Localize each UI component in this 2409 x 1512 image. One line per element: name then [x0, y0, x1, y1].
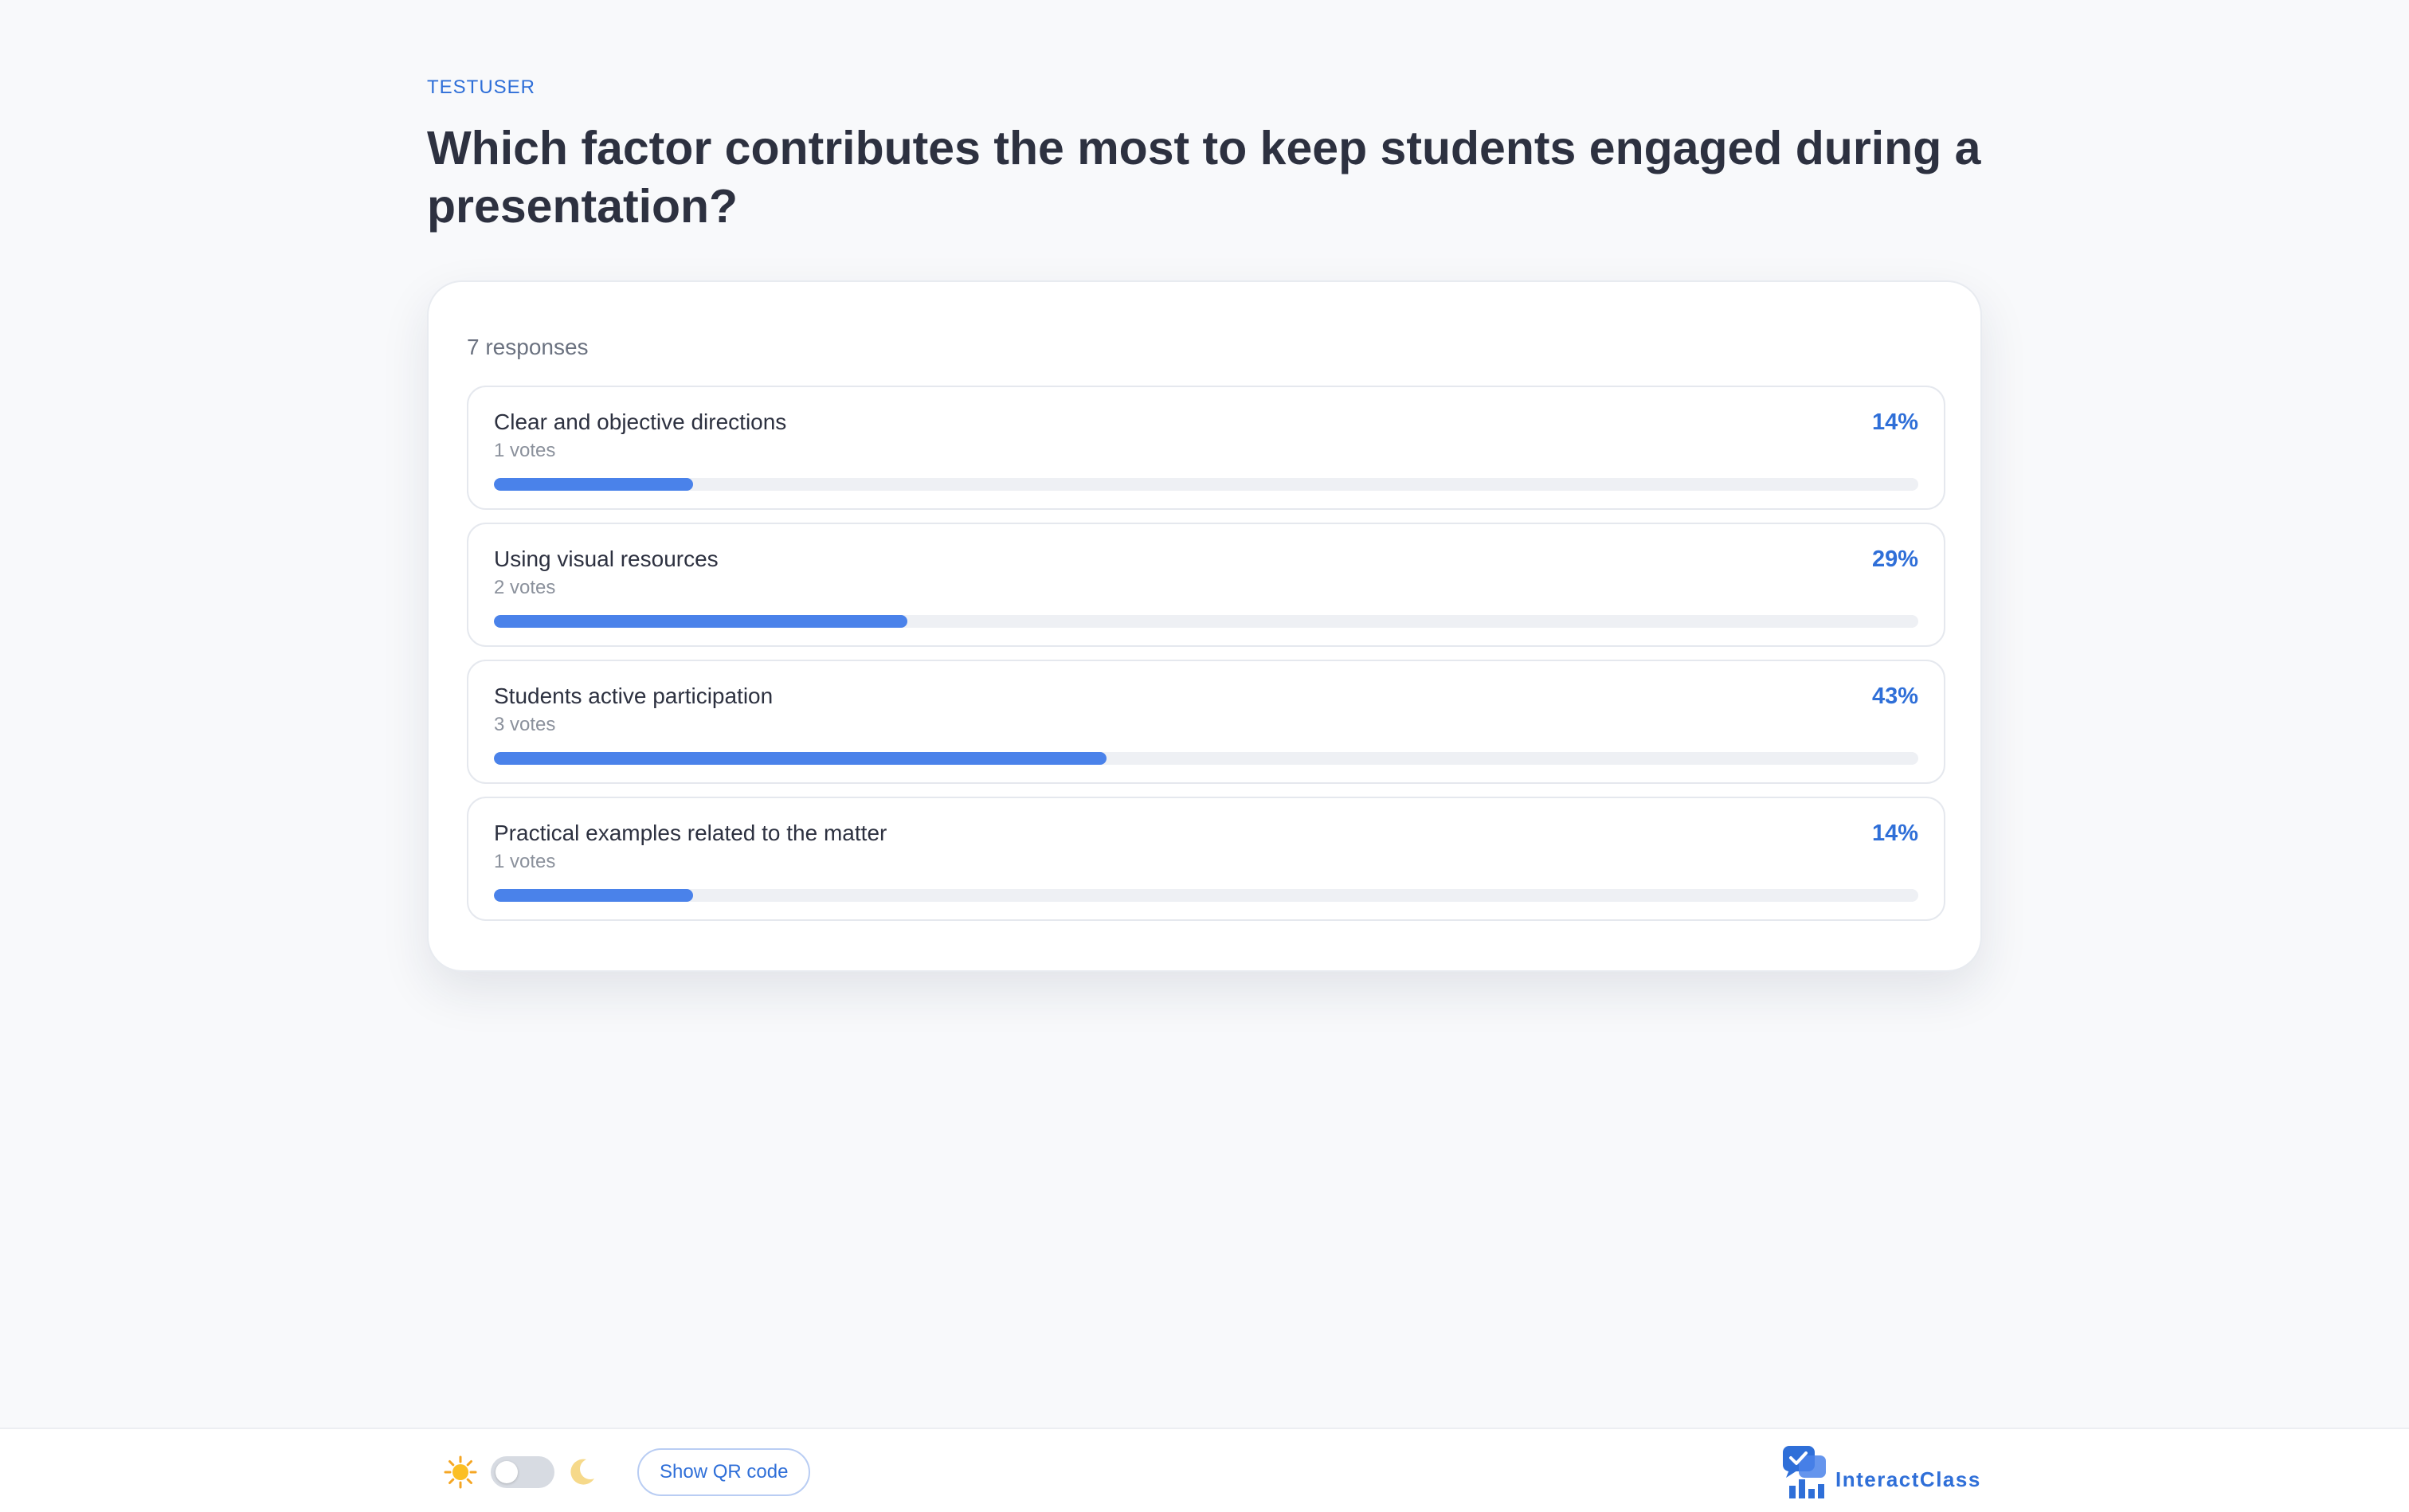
option-votes: 1 votes	[494, 440, 556, 461]
option-percent: 14%	[1871, 409, 1918, 435]
footer-bar: Show QR code InteractClass	[0, 1428, 2409, 1512]
brand-logo: InteractClass	[1781, 1443, 1981, 1501]
option-label: Using visual resources	[494, 546, 719, 571]
option-percent: 29%	[1871, 546, 1918, 572]
poll-question: Which factor contributes the most to kee…	[427, 122, 1981, 233]
option-votes: 3 votes	[494, 714, 556, 735]
result-bar-fill	[494, 889, 694, 902]
moon-icon	[564, 1455, 599, 1490]
result-bar-track	[494, 889, 1918, 902]
responses-count: 7 responses	[467, 335, 589, 359]
poll-option[interactable]: Using visual resources 2 votes 29%	[467, 523, 1945, 647]
result-bar-track	[494, 615, 1918, 628]
brand-name: InteractClass	[1835, 1467, 1981, 1491]
poll-option[interactable]: Clear and objective directions 1 votes 1…	[467, 386, 1945, 510]
poll-option[interactable]: Practical examples related to the matter…	[467, 797, 1945, 921]
result-bar-track	[494, 752, 1918, 765]
option-label: Students active participation	[494, 684, 774, 708]
option-label: Practical examples related to the matter	[494, 821, 887, 845]
results-card: 7 responses Clear and objective directio…	[427, 280, 1982, 972]
poll-option[interactable]: Students active participation 3 votes 43…	[467, 660, 1945, 784]
option-votes: 2 votes	[494, 577, 556, 598]
option-label: Clear and objective directions	[494, 409, 787, 434]
result-bar-fill	[494, 478, 694, 491]
options-list: Clear and objective directions 1 votes 1…	[467, 386, 1945, 934]
option-percent: 14%	[1871, 821, 1918, 846]
option-votes: 1 votes	[494, 851, 556, 872]
theme-toggle[interactable]	[491, 1456, 554, 1488]
sun-icon	[443, 1455, 478, 1490]
result-bar-fill	[494, 615, 907, 628]
header: TESTUSER Which factor contributes the mo…	[427, 76, 1988, 236]
chat-chart-icon	[1781, 1444, 1829, 1500]
result-bar-track	[494, 478, 1918, 491]
option-percent: 43%	[1871, 684, 1918, 709]
toggle-knob	[496, 1461, 518, 1483]
show-qr-code-button[interactable]: Show QR code	[637, 1448, 811, 1496]
result-bar-fill	[494, 752, 1107, 765]
presenter-username: TESTUSER	[427, 76, 536, 98]
